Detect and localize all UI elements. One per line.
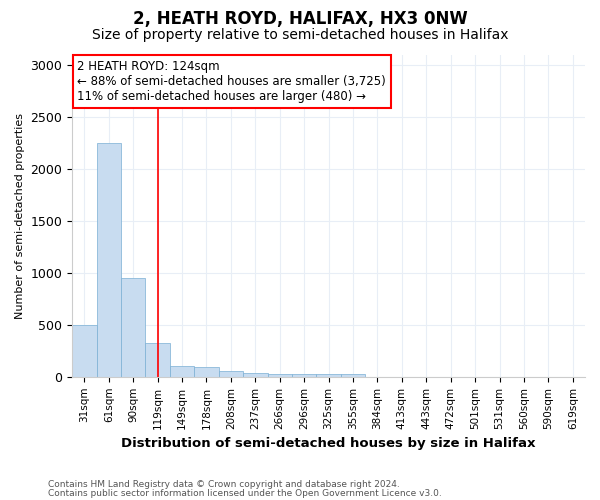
Bar bbox=[341, 374, 365, 377]
Text: 2, HEATH ROYD, HALIFAX, HX3 0NW: 2, HEATH ROYD, HALIFAX, HX3 0NW bbox=[133, 10, 467, 28]
Bar bbox=[316, 374, 341, 377]
Bar bbox=[218, 370, 243, 377]
Text: Size of property relative to semi-detached houses in Halifax: Size of property relative to semi-detach… bbox=[92, 28, 508, 42]
Text: Contains public sector information licensed under the Open Government Licence v3: Contains public sector information licen… bbox=[48, 488, 442, 498]
X-axis label: Distribution of semi-detached houses by size in Halifax: Distribution of semi-detached houses by … bbox=[121, 437, 536, 450]
Y-axis label: Number of semi-detached properties: Number of semi-detached properties bbox=[15, 113, 25, 319]
Bar bbox=[194, 368, 218, 377]
Bar bbox=[292, 374, 316, 377]
Bar bbox=[97, 143, 121, 377]
Bar bbox=[145, 343, 170, 377]
Bar bbox=[243, 372, 268, 377]
Bar bbox=[268, 374, 292, 377]
Bar bbox=[170, 366, 194, 377]
Bar bbox=[121, 278, 145, 377]
Text: Contains HM Land Registry data © Crown copyright and database right 2024.: Contains HM Land Registry data © Crown c… bbox=[48, 480, 400, 489]
Text: 2 HEATH ROYD: 124sqm
← 88% of semi-detached houses are smaller (3,725)
11% of se: 2 HEATH ROYD: 124sqm ← 88% of semi-detac… bbox=[77, 60, 386, 103]
Bar bbox=[72, 325, 97, 377]
